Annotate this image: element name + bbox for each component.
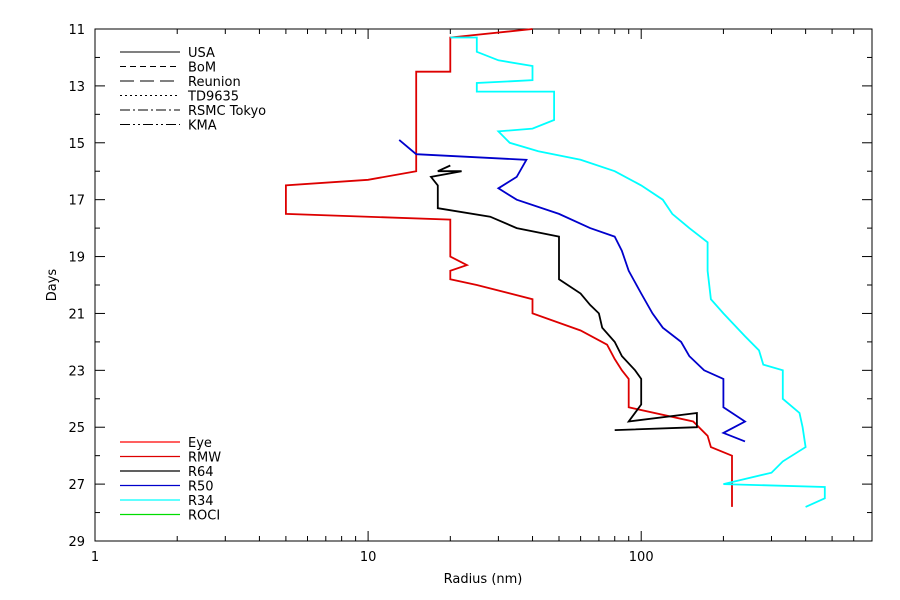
series-legend-label: RMW (188, 451, 221, 466)
agency-legend-label: Reunion (188, 75, 241, 90)
y-tick-label: 25 (68, 421, 85, 436)
y-axis-label: Days (45, 269, 60, 302)
series-line-r64 (429, 164, 698, 431)
agency-legend-label: RSMC Tokyo (188, 104, 266, 119)
series-legend-label: Eye (188, 436, 212, 451)
y-tick-label: 23 (68, 364, 85, 379)
y-tick-label: 11 (68, 23, 85, 38)
agency-legend-label: KMA (188, 119, 217, 134)
series-legend-label: R34 (188, 494, 214, 509)
y-tick-label: 27 (68, 478, 85, 493)
y-tick-label: 13 (68, 80, 85, 95)
x-axis-ticks: 1 10 100 (91, 29, 873, 565)
agency-legend-label: TD9635 (187, 90, 239, 105)
series-legend-label: ROCI (188, 509, 220, 524)
y-axis-ticks: 11 13 15 17 19 21 23 25 27 29 (68, 23, 872, 550)
y-tick-label: 15 (68, 137, 85, 152)
series-legend-label: R50 (188, 480, 214, 495)
series-legend-label: R64 (188, 465, 214, 480)
y-tick-label: 21 (68, 307, 85, 322)
agency-legend-label: USA (188, 46, 215, 61)
y-tick-label: 29 (68, 535, 85, 550)
x-tick-label: 100 (629, 550, 654, 565)
agency-legend-label: BoM (188, 61, 216, 76)
x-axis-label: Radius (nm) (444, 572, 523, 587)
y-tick-label: 19 (68, 251, 85, 266)
series-layer (284, 28, 826, 508)
x-tick-label: 10 (360, 550, 377, 565)
series-line-rmw (284, 28, 733, 507)
series-line-r50 (398, 139, 747, 443)
x-tick-label: 1 (91, 550, 99, 565)
y-tick-label: 17 (68, 194, 85, 209)
series-line-r34 (450, 36, 826, 508)
